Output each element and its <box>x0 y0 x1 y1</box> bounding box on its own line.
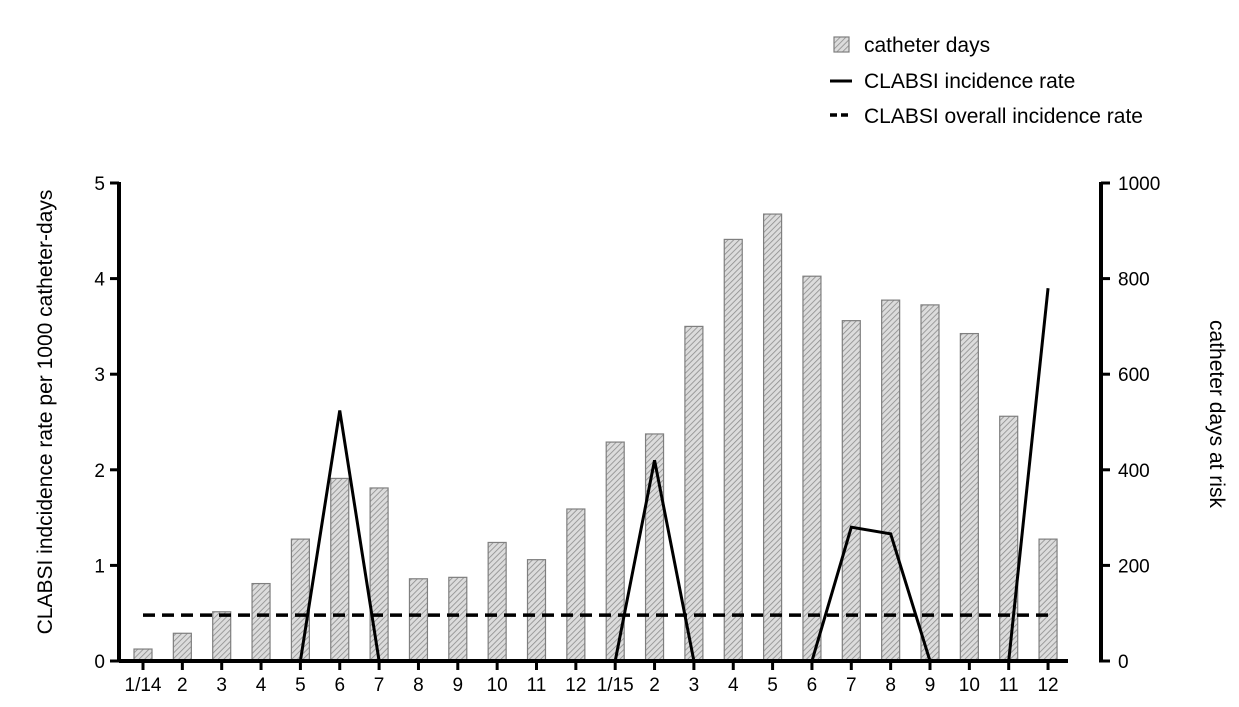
x-tick-label: 5 <box>767 675 778 696</box>
bar <box>723 238 743 662</box>
legend-swatch-catheter-days <box>833 36 850 53</box>
y-tick-label-right: 600 <box>1118 365 1150 386</box>
incidence-rate-line <box>298 410 381 662</box>
bar <box>330 477 350 662</box>
x-tick-label: 7 <box>374 675 385 696</box>
x-tick-label: 2 <box>177 675 188 696</box>
x-tick-label: 12 <box>1037 675 1058 696</box>
legend-label-catheter-days: catheter days <box>864 34 990 57</box>
bar <box>999 415 1019 662</box>
y-axis-title-right: catheter days at risk <box>1205 320 1228 508</box>
bar <box>802 275 822 662</box>
bar <box>448 576 468 662</box>
bar <box>762 213 783 662</box>
bar <box>172 632 192 662</box>
x-tick-label: 6 <box>807 675 818 696</box>
x-tick-label: 1/14 <box>125 675 162 696</box>
y-tick-label-left: 4 <box>94 270 105 291</box>
x-tick-label: 2 <box>649 675 660 696</box>
x-tick-label: 7 <box>846 675 857 696</box>
legend-label-incidence-rate: CLABSI incidence rate <box>864 70 1075 93</box>
legend-label-overall-rate: CLABSI overall incidence rate <box>864 105 1143 128</box>
x-tick-label: 9 <box>453 675 464 696</box>
lines-layer <box>143 288 1050 662</box>
y-tick-label-left: 5 <box>94 174 105 195</box>
bar <box>920 304 940 662</box>
legend: catheter days CLABSI incidence rate CLAB… <box>830 34 1143 128</box>
bar <box>408 578 429 662</box>
bar <box>212 611 232 662</box>
bar <box>290 538 310 662</box>
y-tick-label-left: 1 <box>94 556 105 577</box>
y-tick-label-left: 0 <box>94 652 105 673</box>
x-tick-label: 12 <box>565 675 586 696</box>
incidence-rate-line <box>613 459 696 662</box>
y-tick-label-right: 200 <box>1118 556 1150 577</box>
y-tick-label-left: 3 <box>94 365 105 386</box>
bar <box>251 582 271 662</box>
y-tick-label-right: 800 <box>1118 270 1150 291</box>
x-tick-label: 1/15 <box>597 675 634 696</box>
bar <box>841 320 861 662</box>
x-tick-label: 10 <box>959 675 980 696</box>
y-tick-label-right: 400 <box>1118 461 1150 482</box>
bar <box>684 325 704 662</box>
x-tick-label: 10 <box>487 675 508 696</box>
bar <box>959 332 979 662</box>
incidence-rate-line <box>1007 288 1050 662</box>
x-tick-label: 11 <box>999 675 1019 696</box>
x-tick-label: 8 <box>885 675 896 696</box>
x-tick-label: 4 <box>256 675 267 696</box>
y-tick-label-right: 1000 <box>1118 174 1160 195</box>
y-tick-label-left: 2 <box>94 461 105 482</box>
bar <box>1038 538 1058 662</box>
x-tick-label: 9 <box>925 675 936 696</box>
bars-layer <box>133 213 1058 662</box>
bar <box>566 508 586 662</box>
bar <box>526 559 547 662</box>
y-axis-title-left: CLABSI indcidence rate per 1000 catheter… <box>34 190 57 635</box>
x-tick-label: 3 <box>216 675 227 696</box>
x-tick-label: 8 <box>413 675 424 696</box>
bar <box>369 487 389 662</box>
x-tick-label: 11 <box>527 675 547 696</box>
bar <box>881 299 901 662</box>
bar <box>487 541 507 662</box>
y-tick-label-right: 0 <box>1118 652 1129 673</box>
x-tick-label: 4 <box>728 675 739 696</box>
x-tick-label: 5 <box>295 675 306 696</box>
incidence-rate-line <box>810 525 932 662</box>
x-tick-label: 6 <box>334 675 345 696</box>
x-tick-label: 3 <box>689 675 700 696</box>
